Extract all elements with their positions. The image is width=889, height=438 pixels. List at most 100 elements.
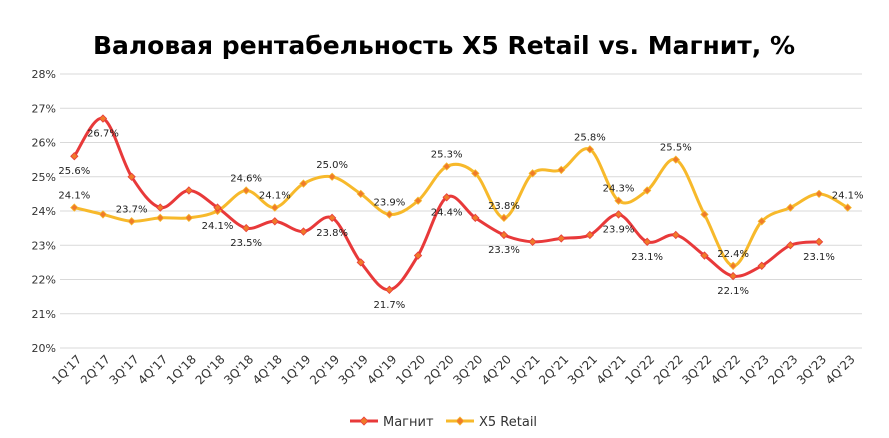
x-tick-label: 3Q'18 [221, 352, 256, 387]
x-tick-label: 4Q'20 [479, 352, 514, 387]
data-point-marker [70, 203, 79, 212]
data-label: 24.3% [603, 184, 635, 195]
data-point-marker [242, 223, 251, 233]
data-label: 23.8% [316, 228, 348, 239]
data-point-marker [471, 169, 480, 178]
data-point-marker [643, 186, 652, 195]
data-point-marker [557, 165, 566, 175]
x-tick-label: 4Q'21 [594, 352, 629, 387]
data-label: 23.5% [230, 238, 262, 249]
y-tick-label: 20% [32, 342, 56, 355]
data-point-marker [499, 230, 509, 240]
series-markers [70, 114, 852, 294]
data-label: 23.1% [631, 252, 663, 263]
data-point-marker [127, 172, 136, 181]
data-label: 24.1% [832, 191, 864, 202]
data-point-marker [98, 114, 108, 123]
x-tick-label: 3Q'17 [107, 352, 142, 387]
x-tick-label: 1Q'18 [164, 352, 199, 387]
x-tick-label: 3Q'22 [679, 352, 714, 387]
data-point-marker [728, 271, 738, 281]
data-point-marker [643, 237, 652, 246]
data-point-marker [843, 203, 852, 212]
data-label: 25.8% [574, 132, 606, 143]
data-point-marker [671, 155, 680, 164]
data-labels: 25.6% 26.7% 23.5% 23.8% 21.7% 24.4% 23.3% 23.9%… [58, 129, 863, 311]
data-point-marker [98, 210, 108, 219]
legend-label: Магнит [383, 415, 434, 430]
y-tick-label: 22% [32, 274, 56, 287]
data-point-marker [299, 227, 308, 236]
legend-marker [359, 416, 369, 426]
data-label: 24.1% [259, 191, 291, 202]
data-point-marker [70, 152, 79, 161]
data-label: 22.4% [717, 249, 749, 260]
data-point-marker [700, 210, 709, 219]
y-tick-label: 28% [32, 68, 56, 81]
data-label: 25.0% [316, 160, 348, 171]
legend-item-0: Магнит [350, 415, 434, 430]
x-tick-label: 2Q'18 [193, 352, 228, 387]
data-point-marker [700, 251, 709, 260]
data-label: 26.7% [87, 129, 119, 140]
data-point-marker [385, 285, 394, 294]
data-label: 24.1% [202, 221, 234, 232]
x-tick-label: 1Q'19 [278, 352, 313, 387]
x-tick-label: 4Q'17 [135, 352, 170, 387]
x-tick-label: 2Q'23 [765, 352, 800, 387]
data-label: 23.7% [116, 204, 148, 215]
data-point-marker [213, 203, 222, 212]
data-point-marker [585, 230, 595, 240]
x-tick-label: 4Q'22 [708, 352, 743, 387]
data-point-marker [585, 145, 595, 154]
data-point-marker [499, 213, 509, 223]
x-tick-label: 1Q'17 [49, 352, 84, 387]
x-tick-label: 4Q'19 [364, 352, 399, 387]
data-label: 24.6% [230, 173, 262, 184]
data-point-marker [814, 237, 824, 246]
y-axis: 20% 21% 22% 23% 24% 25% 26% 27% 28% [32, 68, 56, 355]
data-label: 25.6% [58, 166, 90, 177]
data-label: 24.4% [431, 207, 463, 218]
data-label: 24.1% [58, 191, 90, 202]
data-point-marker [356, 189, 365, 199]
data-point-marker [471, 213, 480, 223]
data-point-marker [413, 251, 423, 260]
data-point-marker [614, 196, 623, 205]
x-tick-label: 3Q'21 [565, 352, 600, 387]
data-point-marker [671, 230, 680, 240]
y-tick-label: 25% [32, 171, 56, 184]
x-tick-label: 3Q'23 [794, 352, 829, 387]
data-point-marker [757, 217, 766, 226]
data-point-marker [757, 261, 766, 270]
data-point-marker [327, 172, 337, 181]
legend: Магнит X5 Retail [350, 415, 537, 430]
data-label: 25.3% [431, 149, 463, 160]
chart-title: Валовая рентабельность X5 Retail vs. Маг… [93, 31, 795, 60]
data-label: 23.1% [803, 252, 835, 263]
x-tick-label: 2Q'17 [78, 352, 113, 387]
data-point-marker [786, 241, 795, 250]
x-tick-label: 4Q'18 [250, 352, 285, 387]
data-label: 23.9% [374, 197, 406, 208]
data-point-marker [327, 213, 337, 223]
data-label: 25.5% [660, 143, 692, 154]
y-tick-label: 21% [32, 308, 56, 321]
data-point-marker [184, 186, 194, 195]
x-tick-label: 2Q'19 [307, 352, 342, 387]
data-point-marker [356, 258, 365, 267]
grid-lines [60, 73, 862, 349]
y-tick-label: 24% [32, 205, 56, 218]
legend-marker [455, 416, 465, 426]
data-point-marker [413, 196, 423, 205]
data-point-marker [156, 203, 165, 212]
data-point-marker [270, 217, 279, 226]
data-point-marker [156, 213, 165, 223]
data-label: 23.8% [488, 201, 520, 212]
data-point-marker [385, 210, 394, 219]
x-tick-label: 1Q'20 [393, 352, 428, 387]
x-tick-label: 3Q'19 [336, 352, 371, 387]
data-label: 23.3% [488, 245, 520, 256]
